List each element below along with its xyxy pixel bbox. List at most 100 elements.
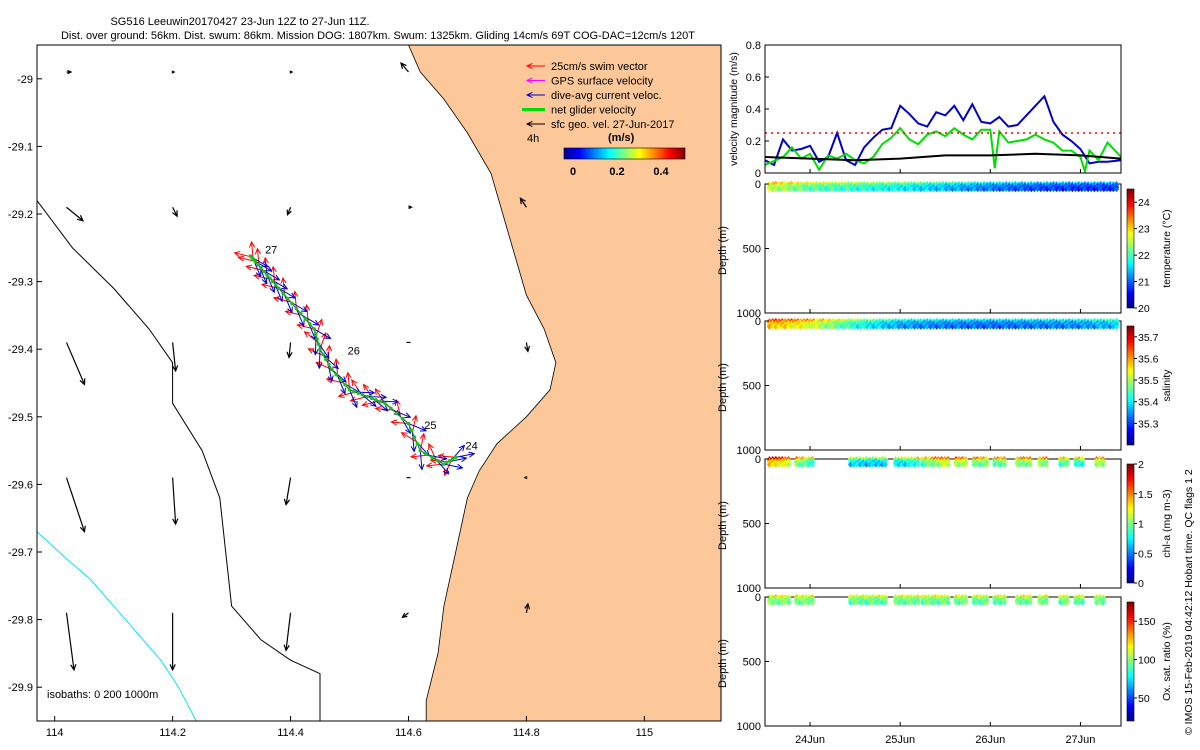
profile-frame bbox=[764, 183, 1122, 314]
profile-sample bbox=[1101, 186, 1107, 193]
colorbar-tick-label: 0.5 bbox=[1138, 548, 1153, 560]
sfc-vector-shaft bbox=[172, 206, 178, 217]
dive-avg-current-vector-head bbox=[277, 295, 283, 303]
profile-sample bbox=[981, 186, 987, 193]
sfc-vector-head bbox=[169, 664, 176, 672]
colorbar-label: Ox. sat. ratio (%) bbox=[1161, 622, 1173, 701]
track-point bbox=[369, 396, 374, 401]
profile-sample bbox=[792, 186, 798, 193]
track-point bbox=[294, 306, 299, 311]
swim-vector-head bbox=[307, 348, 315, 354]
swim-vector-shaft bbox=[234, 252, 252, 258]
dive-avg-current-vector-head bbox=[410, 445, 417, 453]
profile-sample bbox=[893, 461, 899, 468]
profile-sample bbox=[959, 323, 965, 330]
sfc-vector-head bbox=[67, 69, 73, 75]
dive-avg-current-vector-shaft bbox=[278, 287, 296, 299]
profile-sample bbox=[912, 323, 918, 330]
figure-title: SG516 Leeuwin20170427 23-Jun 12Z to 27-J… bbox=[110, 16, 369, 28]
profile-sample bbox=[779, 599, 785, 606]
profile-sample bbox=[861, 323, 867, 330]
profile-sample bbox=[915, 461, 921, 468]
colorbar-tick-label: 1.5 bbox=[1138, 489, 1153, 501]
profile-sample bbox=[962, 461, 969, 468]
swim-vector bbox=[233, 251, 252, 258]
dive-avg-current-vector-head bbox=[392, 398, 400, 405]
isobath-200m bbox=[37, 200, 321, 721]
track-point bbox=[436, 458, 440, 463]
profile-sample bbox=[1101, 323, 1107, 330]
time-tick-label: 25Jun bbox=[885, 734, 915, 746]
profile-sample bbox=[930, 323, 937, 330]
profile-sample bbox=[1044, 323, 1050, 330]
dive-avg-current-vector-head bbox=[255, 270, 262, 278]
sfc-vector-shaft bbox=[285, 612, 292, 651]
profile-sample bbox=[980, 461, 987, 468]
depth-tick-label: 1000 bbox=[737, 721, 761, 733]
profile-sample bbox=[785, 599, 792, 606]
track-point bbox=[418, 448, 423, 453]
track-point bbox=[360, 393, 365, 397]
colorbar-label: salinity bbox=[1161, 369, 1173, 402]
profile-sample bbox=[962, 599, 969, 606]
dive-avg-current-vector bbox=[392, 409, 412, 419]
dive-avg-current-vector-head bbox=[404, 412, 412, 419]
dive-avg-current-vector-head bbox=[456, 463, 464, 470]
sfc-vector bbox=[524, 602, 531, 613]
legend-label: GPS surface velocity bbox=[551, 76, 654, 88]
dive-avg-current-vector-head bbox=[405, 427, 411, 435]
track-point bbox=[378, 399, 383, 404]
track-point bbox=[303, 316, 308, 321]
profile-sample bbox=[851, 599, 857, 606]
map-y-tick-label: -29.3 bbox=[8, 277, 33, 289]
track-point bbox=[374, 398, 378, 402]
colorbar-tick-label: 21 bbox=[1138, 277, 1150, 289]
swim-vector-head bbox=[419, 432, 426, 440]
track-point bbox=[276, 286, 281, 291]
track-point bbox=[312, 327, 316, 331]
sfc-vector-head bbox=[401, 612, 408, 619]
profile-sample bbox=[1050, 186, 1057, 193]
profile-sample bbox=[1044, 186, 1050, 193]
swim-vector-head bbox=[325, 344, 333, 352]
swim-vector bbox=[419, 432, 426, 451]
profile-sample bbox=[908, 323, 915, 330]
colorbar-tick-label: 20 bbox=[1138, 303, 1150, 315]
sfc-vector bbox=[66, 69, 73, 75]
legend-scale-label: 4h bbox=[527, 133, 539, 145]
swim-vector-shaft bbox=[391, 421, 409, 425]
track-point bbox=[271, 279, 275, 284]
track-point bbox=[424, 452, 428, 456]
figure-subtitle: Dist. over ground: 56km. Dist. swum: 86k… bbox=[61, 30, 695, 42]
profile-sample bbox=[803, 461, 809, 468]
profile-sample bbox=[915, 599, 921, 606]
profile-sample bbox=[994, 186, 1000, 193]
sfc-vector-head bbox=[172, 518, 179, 526]
dive-avg-current-vector-shaft bbox=[411, 432, 415, 452]
profile-sample bbox=[863, 599, 869, 606]
dive-avg-current-vector-head bbox=[327, 375, 334, 383]
sfc-vector-shaft bbox=[525, 342, 529, 352]
profile-sample bbox=[1038, 323, 1044, 330]
sfc-vector-head bbox=[289, 70, 294, 74]
profile-dots bbox=[766, 318, 1120, 330]
profile-sample bbox=[809, 461, 815, 468]
track-point bbox=[453, 455, 458, 460]
track-point bbox=[299, 311, 303, 316]
profile-sample bbox=[829, 323, 836, 330]
isobath-1000m bbox=[37, 531, 197, 721]
colorbar-label: chl-a (mg m-3) bbox=[1161, 489, 1173, 557]
profile-sample bbox=[1064, 461, 1070, 468]
profile-frame bbox=[764, 320, 1122, 451]
dive-avg-current-vector-head bbox=[287, 306, 293, 314]
track-point bbox=[388, 406, 393, 411]
profile-sample bbox=[1079, 186, 1085, 193]
profile-sample bbox=[939, 599, 945, 606]
profile-sample bbox=[981, 323, 987, 330]
profile-sample bbox=[932, 599, 938, 606]
track-point bbox=[412, 435, 417, 439]
profile-sample bbox=[1043, 461, 1049, 468]
shared-time-axis: 24Jun 25Jun 26Jun 27Jun bbox=[795, 169, 1095, 746]
map-y-tick-label: -29.4 bbox=[8, 344, 33, 356]
sfc-vector bbox=[65, 342, 86, 386]
